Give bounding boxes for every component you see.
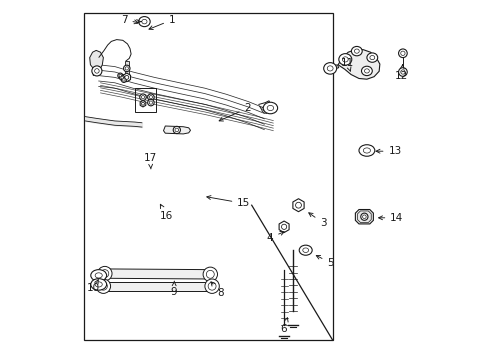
Text: 2: 2: [219, 103, 251, 121]
Ellipse shape: [139, 17, 150, 27]
Ellipse shape: [92, 66, 102, 76]
Polygon shape: [140, 100, 145, 107]
Circle shape: [125, 67, 128, 70]
Circle shape: [173, 126, 180, 134]
Circle shape: [118, 73, 122, 78]
Circle shape: [400, 70, 404, 74]
Ellipse shape: [91, 270, 106, 281]
Ellipse shape: [299, 245, 311, 255]
Circle shape: [124, 76, 128, 79]
Bar: [84, 13, 332, 340]
Polygon shape: [125, 61, 128, 79]
Text: 4: 4: [266, 231, 284, 243]
Circle shape: [398, 49, 407, 58]
Text: 1: 1: [149, 15, 175, 30]
Circle shape: [140, 94, 146, 100]
Polygon shape: [292, 199, 304, 212]
Circle shape: [149, 101, 152, 104]
Ellipse shape: [361, 66, 371, 76]
Polygon shape: [337, 50, 379, 79]
Circle shape: [360, 213, 367, 220]
Circle shape: [295, 202, 301, 208]
Circle shape: [98, 266, 112, 281]
Polygon shape: [89, 50, 103, 76]
Text: 7: 7: [121, 15, 138, 25]
Bar: [134, 88, 156, 112]
Polygon shape: [104, 269, 210, 279]
Polygon shape: [103, 282, 212, 291]
Circle shape: [362, 215, 366, 219]
Ellipse shape: [95, 273, 102, 278]
Circle shape: [400, 51, 404, 55]
Ellipse shape: [354, 49, 359, 53]
Ellipse shape: [363, 148, 370, 153]
Circle shape: [147, 99, 154, 106]
Polygon shape: [279, 221, 288, 233]
Ellipse shape: [263, 102, 277, 114]
Circle shape: [398, 68, 407, 76]
Circle shape: [123, 65, 130, 72]
Text: 5: 5: [316, 256, 333, 268]
Text: 13: 13: [375, 146, 401, 156]
Circle shape: [119, 74, 122, 77]
Circle shape: [121, 77, 123, 79]
Ellipse shape: [266, 105, 273, 111]
Circle shape: [147, 94, 154, 100]
Polygon shape: [355, 210, 373, 224]
Circle shape: [96, 279, 110, 293]
Text: 11: 11: [340, 58, 353, 71]
Circle shape: [204, 279, 219, 293]
Text: 16: 16: [160, 204, 173, 221]
Ellipse shape: [95, 282, 102, 287]
Circle shape: [99, 282, 107, 290]
Polygon shape: [328, 65, 338, 70]
Ellipse shape: [91, 279, 106, 290]
Polygon shape: [123, 73, 130, 82]
Circle shape: [175, 128, 178, 132]
Ellipse shape: [351, 46, 362, 56]
Circle shape: [121, 77, 126, 82]
Ellipse shape: [338, 54, 351, 65]
Circle shape: [208, 282, 216, 290]
Circle shape: [206, 270, 214, 278]
Polygon shape: [163, 126, 190, 134]
Circle shape: [141, 95, 144, 99]
Ellipse shape: [323, 63, 336, 74]
Ellipse shape: [358, 145, 374, 156]
Ellipse shape: [142, 19, 147, 24]
Text: 6: 6: [280, 318, 287, 334]
Circle shape: [203, 267, 217, 282]
Circle shape: [149, 95, 152, 99]
Ellipse shape: [369, 55, 374, 60]
Circle shape: [101, 270, 108, 278]
Text: 15: 15: [206, 195, 250, 208]
Ellipse shape: [326, 66, 332, 71]
Circle shape: [141, 102, 144, 105]
Text: 8: 8: [210, 282, 224, 298]
Text: 14: 14: [378, 213, 403, 223]
Ellipse shape: [302, 248, 308, 252]
Text: 9: 9: [170, 281, 177, 297]
Ellipse shape: [364, 69, 368, 73]
Ellipse shape: [342, 57, 347, 62]
Text: 17: 17: [143, 153, 157, 169]
Circle shape: [281, 224, 286, 229]
Ellipse shape: [366, 53, 377, 62]
Text: 3: 3: [308, 213, 326, 228]
Ellipse shape: [95, 69, 99, 73]
Text: 10: 10: [87, 280, 100, 293]
Polygon shape: [94, 67, 101, 76]
Text: 12: 12: [394, 65, 407, 81]
Circle shape: [122, 79, 125, 81]
Circle shape: [120, 75, 124, 80]
